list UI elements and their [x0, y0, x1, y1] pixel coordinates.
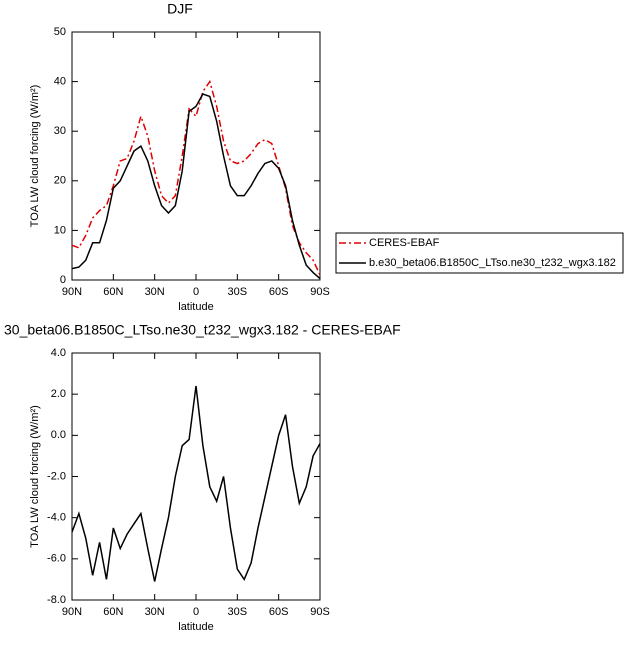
x-tick-label: 30S: [228, 606, 248, 618]
x-tick-label: 30N: [145, 286, 165, 298]
y-axis-label: TOA LW cloud forcing (W/m²): [29, 405, 41, 548]
legend-label: CERES-EBAF: [369, 237, 440, 249]
data-line: [71, 385, 321, 582]
legend-box: [335, 232, 624, 274]
x-tick-label: 60N: [103, 606, 123, 618]
y-tick-label: -4.0: [47, 512, 66, 524]
x-tick-label: 60S: [269, 606, 289, 618]
y-tick-label: 20: [54, 175, 66, 187]
legend-label: b.e30_beta06.B1850C_LTso.ne30_t232_wgx3.…: [369, 257, 616, 269]
x-tick-label: 90S: [310, 606, 330, 618]
y-tick-label: -2.0: [47, 470, 66, 482]
x-tick-label: 90N: [62, 286, 82, 298]
y-tick-label: -6.0: [47, 553, 66, 565]
x-tick-label: 30N: [145, 606, 165, 618]
y-tick-label: 40: [54, 76, 66, 88]
data-line: [71, 93, 321, 280]
x-tick-label: 90S: [310, 286, 330, 298]
y-tick-label: 0: [60, 274, 66, 286]
chart-title: DJF: [167, 1, 193, 17]
x-tick-label: 60N: [103, 286, 123, 298]
y-tick-label: 50: [54, 26, 66, 38]
y-tick-label: 2.0: [51, 388, 66, 400]
x-axis-label: latitude: [178, 621, 213, 633]
y-tick-label: 30: [54, 125, 66, 137]
x-tick-label: 90N: [62, 606, 82, 618]
plot-frame: [71, 31, 321, 281]
y-tick-label: 4.0: [51, 347, 66, 359]
x-tick-label: 60S: [269, 286, 289, 298]
x-tick-label: 30S: [228, 286, 248, 298]
y-tick-label: 10: [54, 224, 66, 236]
x-tick-label: 0: [193, 286, 199, 298]
chart-title: 30_beta06.B1850C_LTso.ne30_t232_wgx3.182…: [4, 322, 401, 338]
y-axis-label: TOA LW cloud forcing (W/m²): [29, 85, 41, 228]
x-axis-label: latitude: [178, 301, 213, 313]
x-tick-label: 0: [193, 606, 199, 618]
y-tick-label: 0.0: [51, 429, 66, 441]
y-tick-label: -8.0: [47, 594, 66, 606]
data-line: [71, 79, 321, 276]
